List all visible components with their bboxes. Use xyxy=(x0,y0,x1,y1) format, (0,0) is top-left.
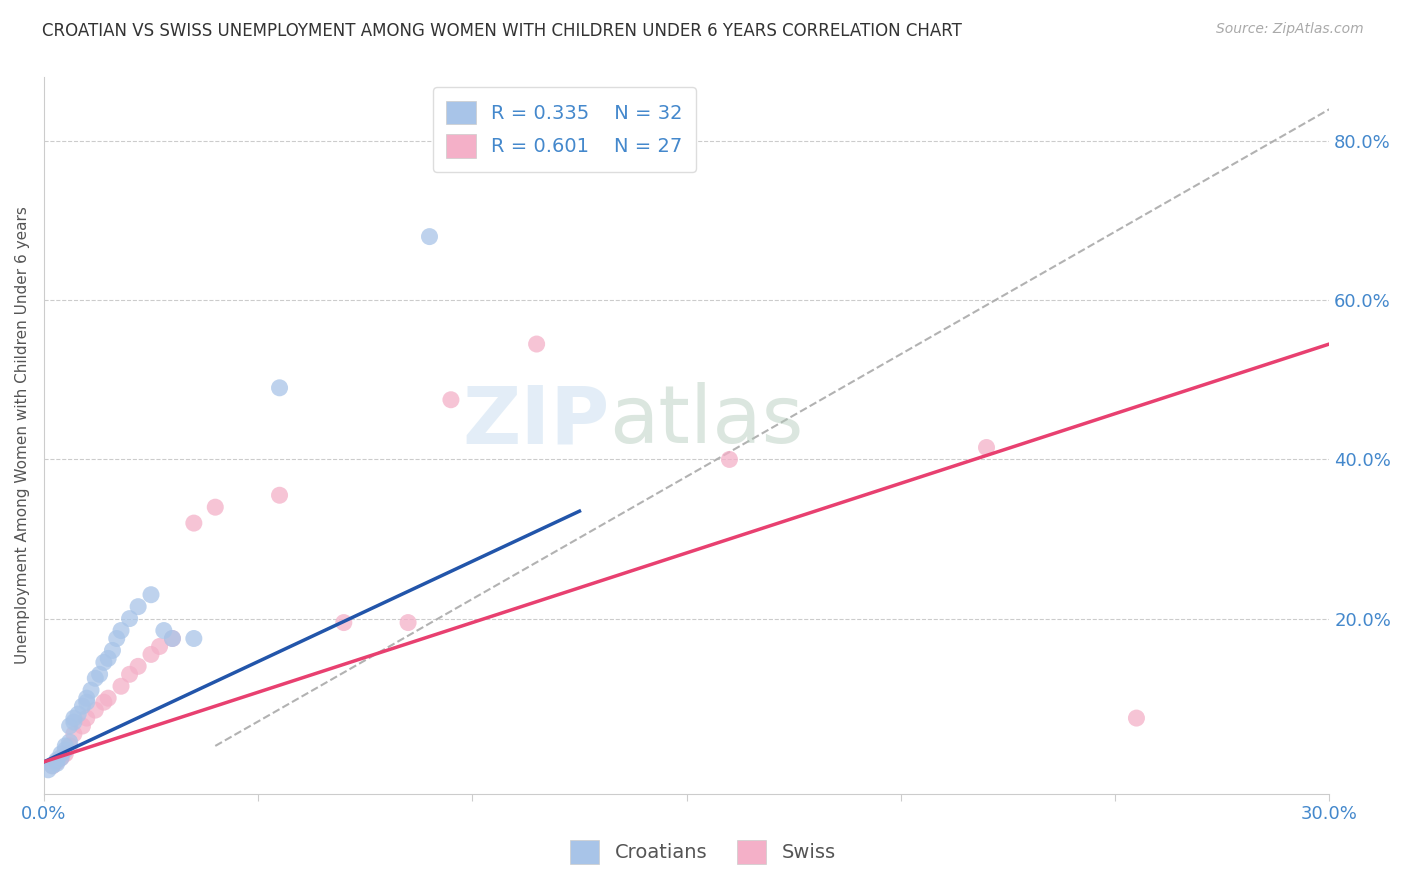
Point xyxy=(45,753,67,767)
Point xyxy=(49,751,72,765)
Point xyxy=(72,699,94,714)
Point xyxy=(53,739,76,753)
Point xyxy=(148,640,170,654)
Point xyxy=(76,691,98,706)
Point xyxy=(105,632,128,646)
Legend: Croatians, Swiss: Croatians, Swiss xyxy=(561,830,845,873)
Point xyxy=(418,229,440,244)
Point xyxy=(333,615,356,630)
Point xyxy=(63,711,86,725)
Point xyxy=(118,611,141,625)
Point xyxy=(53,747,76,761)
Point xyxy=(49,747,72,761)
Point xyxy=(67,707,90,722)
Point xyxy=(204,500,226,515)
Point xyxy=(41,759,63,773)
Point xyxy=(153,624,176,638)
Point xyxy=(45,756,67,771)
Point xyxy=(45,755,67,769)
Point xyxy=(89,667,111,681)
Point xyxy=(97,651,120,665)
Text: Source: ZipAtlas.com: Source: ZipAtlas.com xyxy=(1216,22,1364,37)
Point xyxy=(97,691,120,706)
Point xyxy=(80,683,103,698)
Point xyxy=(127,659,149,673)
Point xyxy=(58,739,80,753)
Point xyxy=(84,703,107,717)
Point xyxy=(110,679,132,693)
Point xyxy=(58,719,80,733)
Point xyxy=(139,588,162,602)
Point xyxy=(53,743,76,757)
Point xyxy=(93,656,115,670)
Point xyxy=(269,488,291,502)
Text: ZIP: ZIP xyxy=(463,383,609,460)
Point xyxy=(84,671,107,685)
Text: CROATIAN VS SWISS UNEMPLOYMENT AMONG WOMEN WITH CHILDREN UNDER 6 YEARS CORRELATI: CROATIAN VS SWISS UNEMPLOYMENT AMONG WOM… xyxy=(42,22,962,40)
Point xyxy=(37,763,59,777)
Point xyxy=(718,452,741,467)
Point xyxy=(76,695,98,709)
Point xyxy=(976,441,998,455)
Point xyxy=(72,719,94,733)
Point xyxy=(1125,711,1147,725)
Legend: R = 0.335    N = 32, R = 0.601    N = 27: R = 0.335 N = 32, R = 0.601 N = 27 xyxy=(433,87,696,171)
Point xyxy=(162,632,184,646)
Point xyxy=(440,392,463,407)
Text: atlas: atlas xyxy=(609,383,804,460)
Point xyxy=(58,735,80,749)
Point xyxy=(93,695,115,709)
Point xyxy=(162,632,184,646)
Point xyxy=(41,759,63,773)
Point xyxy=(110,624,132,638)
Point xyxy=(63,714,86,729)
Point xyxy=(183,516,205,530)
Point xyxy=(49,751,72,765)
Point xyxy=(63,727,86,741)
Point xyxy=(76,711,98,725)
Y-axis label: Unemployment Among Women with Children Under 6 years: Unemployment Among Women with Children U… xyxy=(15,207,30,665)
Point xyxy=(118,667,141,681)
Point xyxy=(526,337,548,351)
Point xyxy=(101,643,124,657)
Point xyxy=(269,381,291,395)
Point xyxy=(396,615,419,630)
Point xyxy=(127,599,149,614)
Point xyxy=(139,648,162,662)
Point xyxy=(183,632,205,646)
